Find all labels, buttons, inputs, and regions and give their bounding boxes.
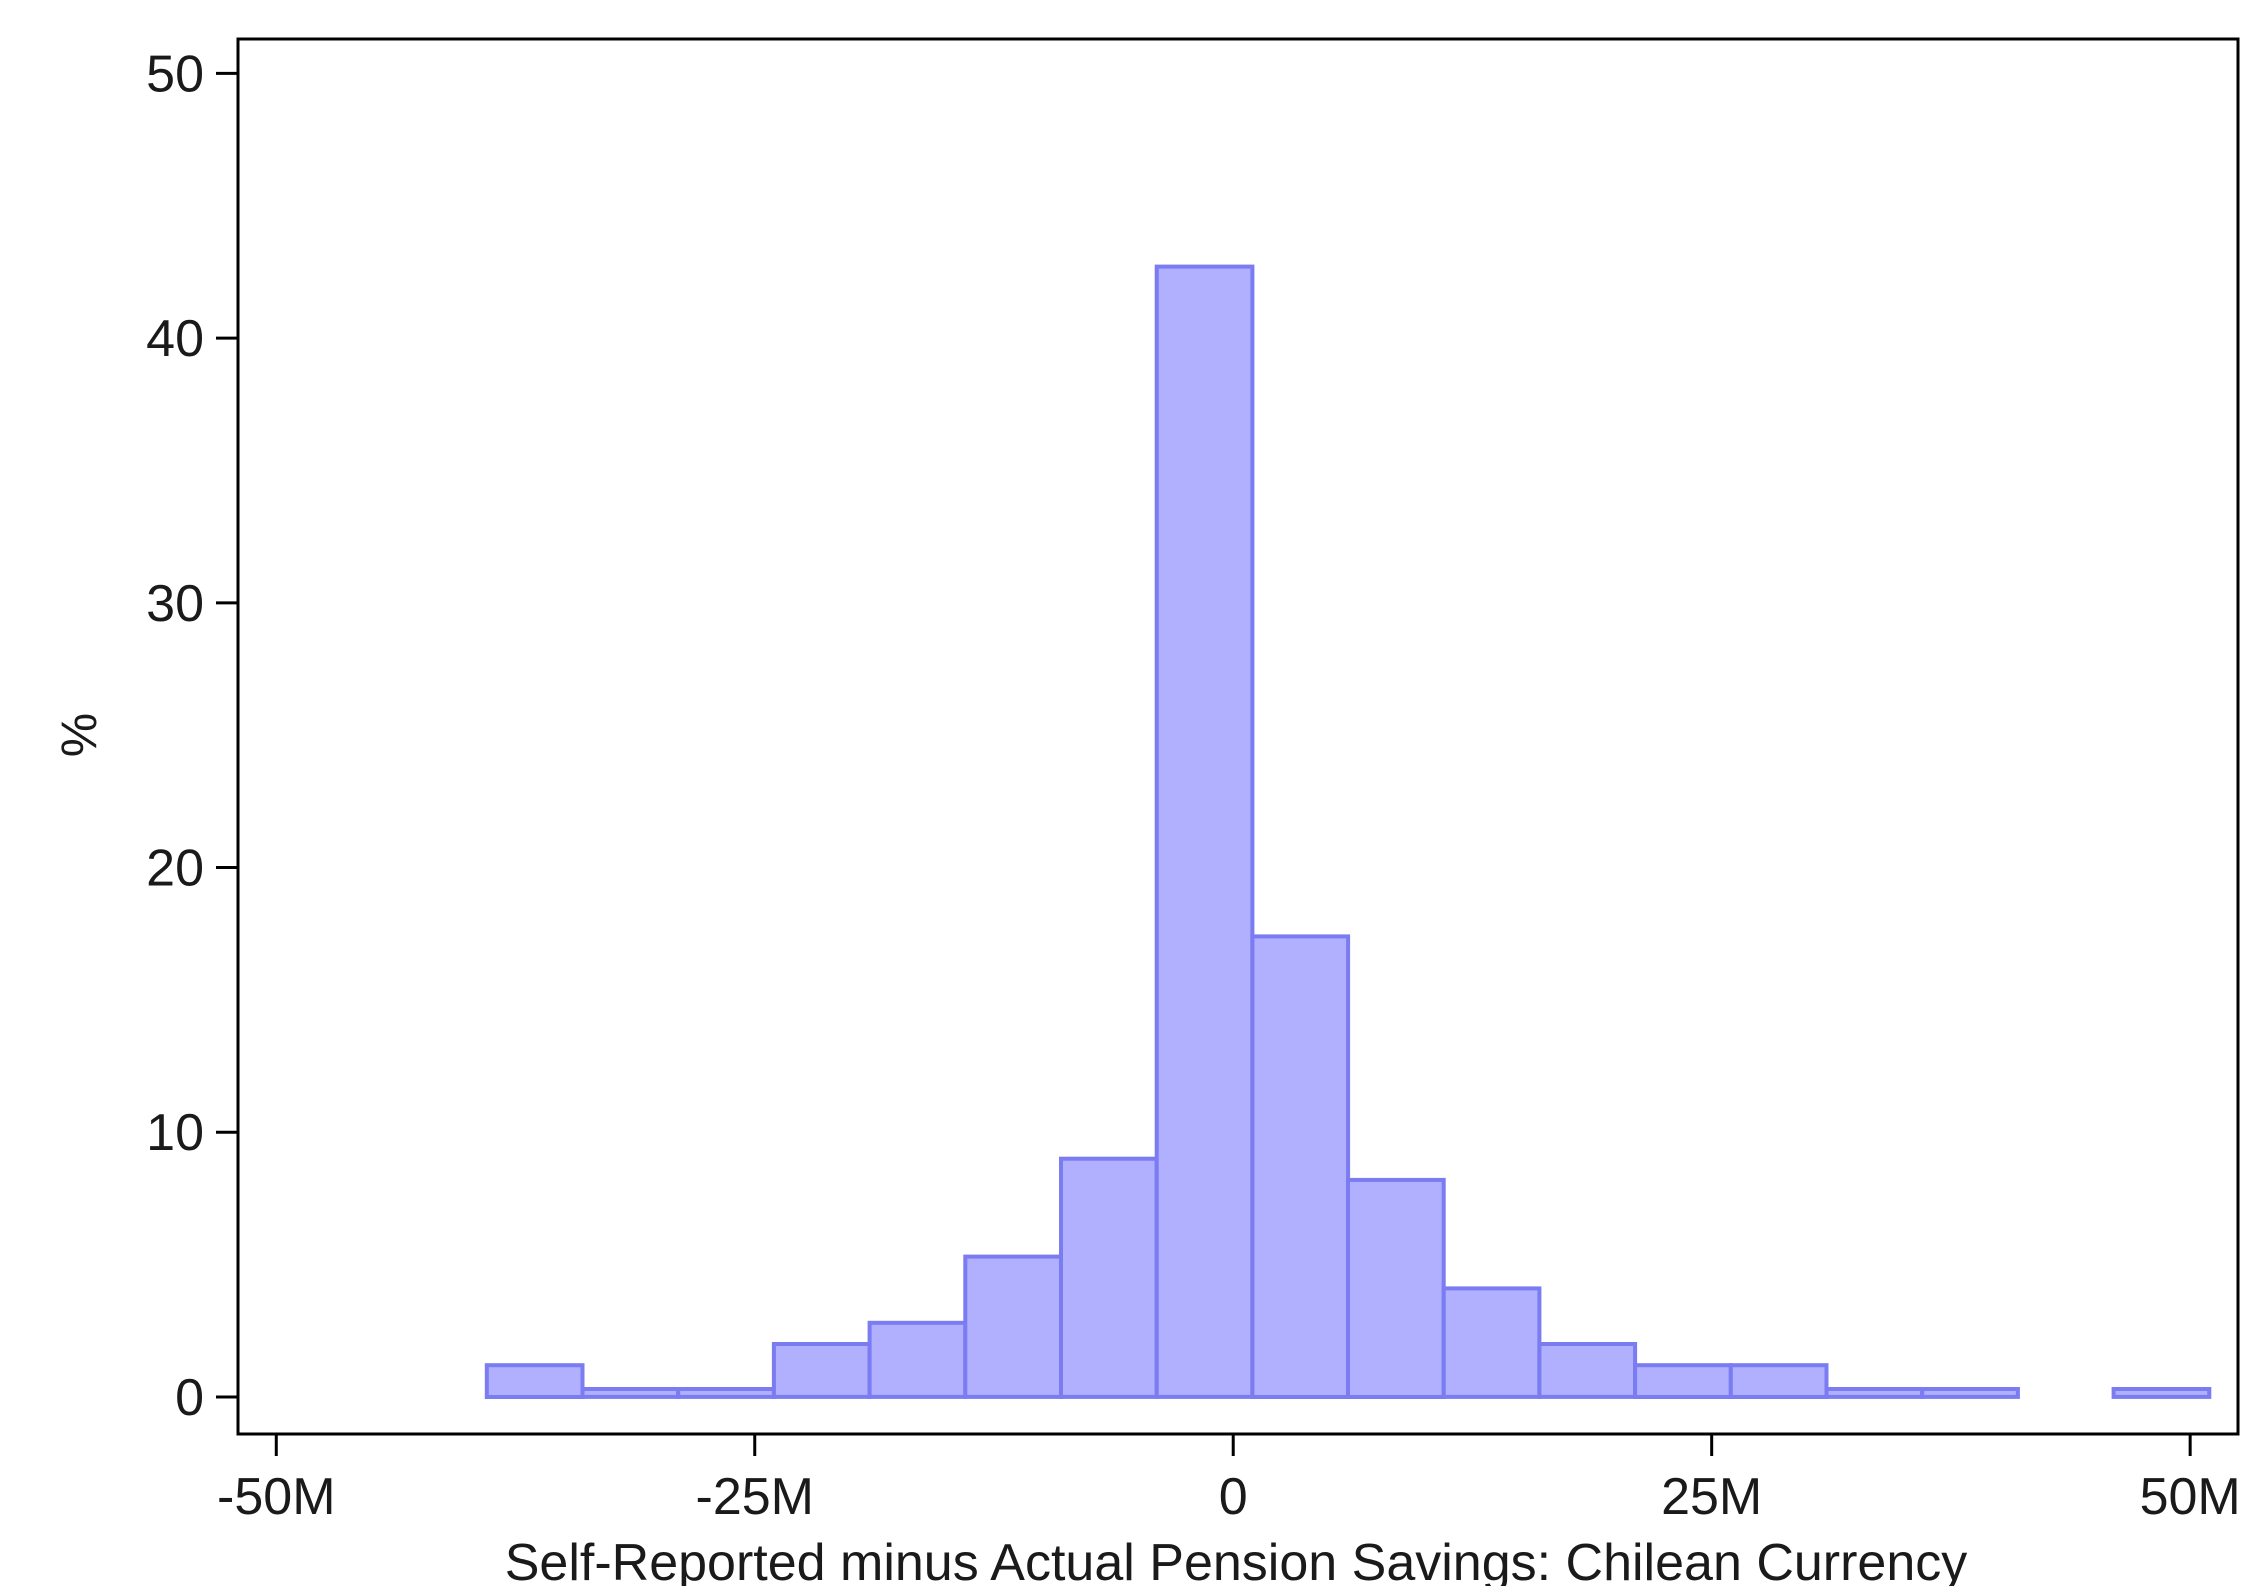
histogram-bar (1920, 1387, 2020, 1399)
x-axis-label: Self-Reported minus Actual Pension Savin… (505, 1534, 1968, 1586)
x-tick-label: 25M (1661, 1468, 1762, 1526)
y-tick-label: 20 (146, 840, 204, 898)
bars-layer (484, 264, 2212, 1400)
histogram-bar (1633, 1363, 1733, 1399)
histogram-bar (1824, 1387, 1925, 1399)
x-tick-label: -50M (217, 1468, 335, 1526)
histogram-bar (1154, 264, 1255, 1399)
histogram-bar (484, 1363, 585, 1399)
histogram-bar (867, 1320, 968, 1399)
histogram-bar (1250, 934, 1351, 1400)
histogram-bar (676, 1387, 776, 1399)
histogram-bar (580, 1387, 681, 1399)
x-axis: -50M -25M 0 25M 50M (217, 1434, 2241, 1526)
histogram-bar (1441, 1286, 1542, 1399)
y-tick-label: 10 (146, 1104, 204, 1162)
histogram-bar (1346, 1177, 1446, 1400)
y-tick-label: 40 (146, 310, 204, 368)
x-tick-label: 50M (2140, 1468, 2241, 1526)
histogram-bar (1537, 1342, 1638, 1399)
x-tick-label: -25M (696, 1468, 814, 1526)
x-tick-label: 0 (1219, 1468, 1248, 1526)
histogram-bar (963, 1254, 1063, 1399)
y-axis: 0 10 20 30 40 50 (146, 45, 238, 1427)
y-tick-label: 50 (146, 45, 204, 103)
y-tick-label: 0 (175, 1369, 204, 1427)
histogram-bar (1728, 1363, 1829, 1399)
histogram-bar (771, 1342, 872, 1399)
histogram-bar (1059, 1156, 1159, 1399)
y-tick-label: 30 (146, 575, 204, 633)
histogram-bar (2111, 1387, 2212, 1399)
y-axis-label: % (51, 713, 107, 757)
